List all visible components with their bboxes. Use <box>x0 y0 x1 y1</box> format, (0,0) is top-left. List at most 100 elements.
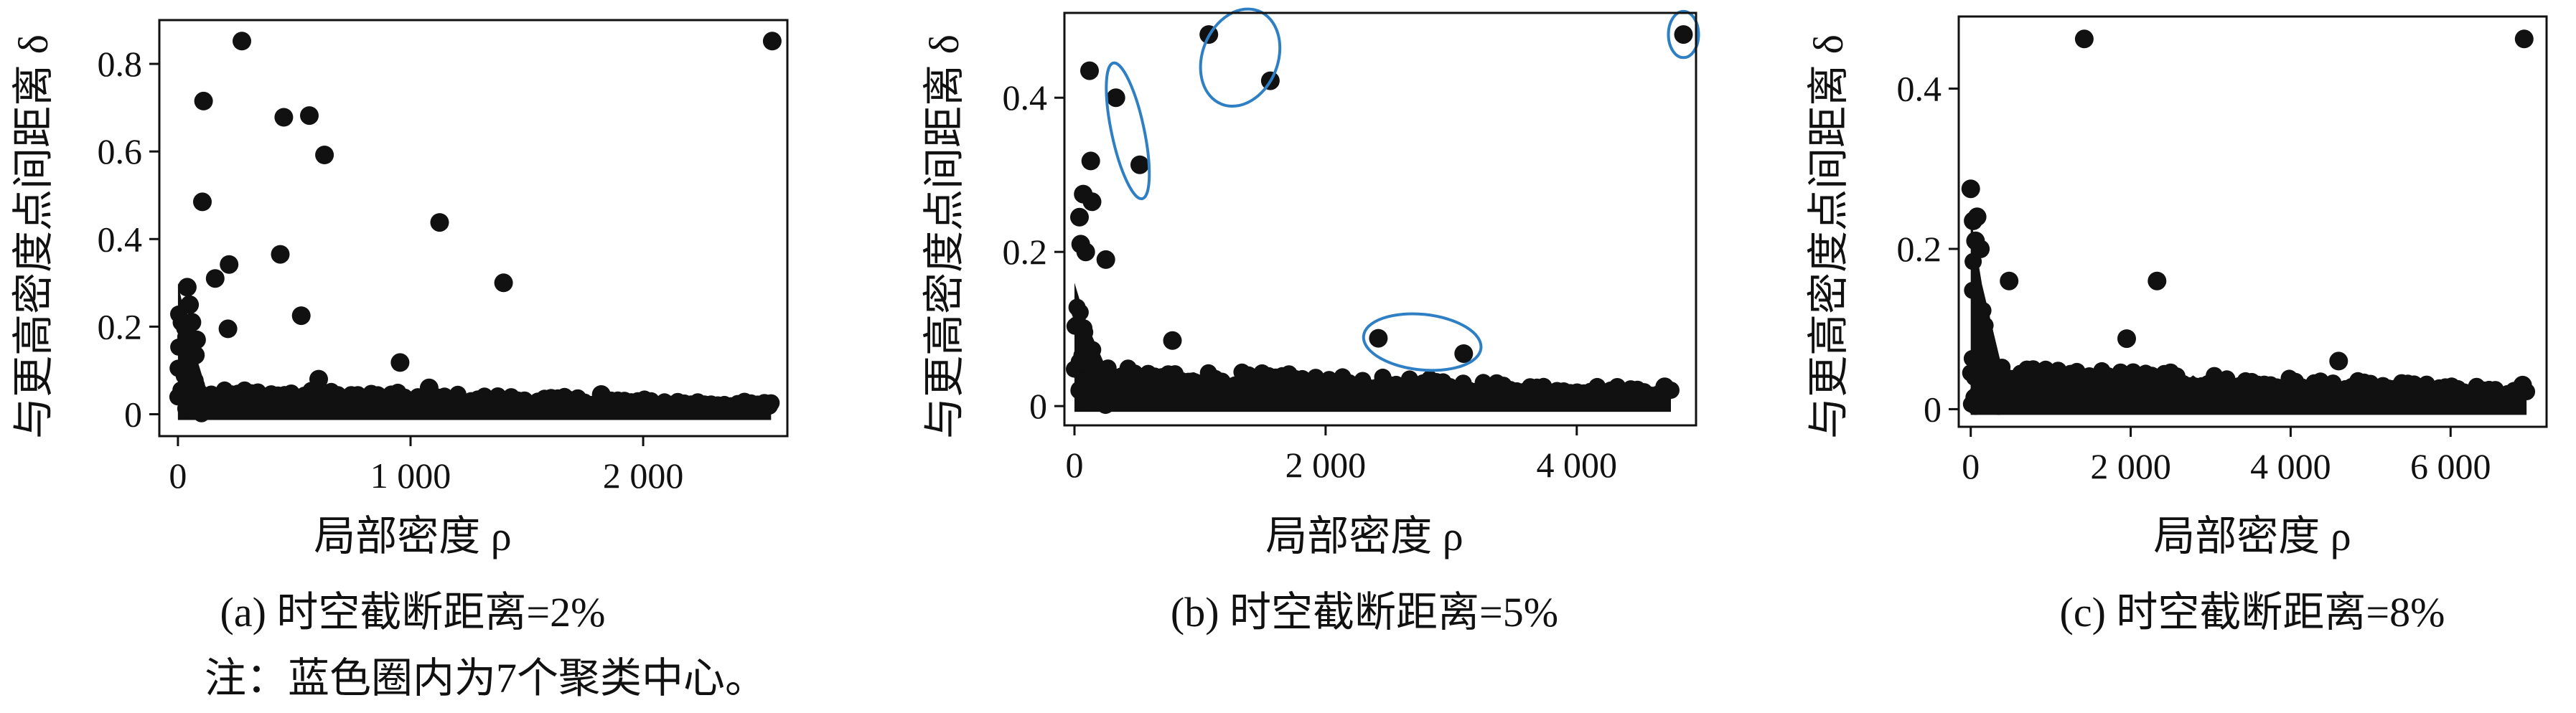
scatter-point-a <box>300 106 319 126</box>
scatter-point-c <box>2514 29 2534 49</box>
dense-cluster-a <box>169 283 780 422</box>
cluster-center-circle-b <box>1667 9 1700 60</box>
scatter-point-a <box>180 295 200 314</box>
x-axis-label-c: 局部密度 ρ <box>2153 513 2351 559</box>
scatter-point-b <box>1076 242 1095 262</box>
y-tick-label-b: 0 <box>1029 386 1047 426</box>
y-tick-label-a: 0 <box>124 394 142 434</box>
wedge-point-a <box>192 389 210 407</box>
scatter-point-a <box>762 32 782 51</box>
plot-area-b <box>1066 7 1700 415</box>
scatter-point-a <box>177 278 197 297</box>
y-tick-label-a: 0.8 <box>98 44 143 84</box>
wedge-point-a <box>179 359 197 377</box>
scatter-point-a <box>419 378 439 397</box>
band-point-c <box>2149 378 2167 396</box>
scatter-panel-a: 0 1 000 2 000 0 0.2 0.4 0.6 0.8 局部密度 ρ 与更高密度点间距… <box>10 19 789 636</box>
cluster-center-circle-b <box>1362 312 1483 372</box>
axes-a: 0 1 000 2 000 0 0.2 0.4 0.6 0.8 <box>98 19 789 496</box>
y-tick-label-a: 0.2 <box>98 306 143 346</box>
scatter-point-b <box>1070 207 1089 227</box>
y-axis-label-c: 与更高密度点间距离 δ <box>1805 34 1852 439</box>
scatter-point-c <box>2000 271 2019 291</box>
scatter-point-b <box>1369 329 1388 348</box>
wedge-point-c <box>1976 324 1993 341</box>
y-tick-label-a: 0.6 <box>98 131 143 171</box>
scatter-point-a <box>430 213 449 232</box>
x-axis-label-a: 局部密度 ρ <box>314 513 511 559</box>
scatter-point-a <box>591 385 611 404</box>
scatter-point-b <box>1082 192 1102 212</box>
y-tick-label-b: 0.2 <box>1003 232 1048 272</box>
scatter-point-a <box>205 269 225 288</box>
scatter-point-a <box>182 313 202 332</box>
y-tick-label-b: 0.4 <box>1003 77 1048 118</box>
y-axis-label-b: 与更高密度点间距离 δ <box>921 34 968 439</box>
scatter-panel-b: 0 2 000 4 000 0 0.2 0.4 局部密度 ρ 与更高密度点间距离 δ (b… <box>921 7 1700 636</box>
scatter-point-b <box>1163 331 1182 350</box>
y-tick-label-c: 0 <box>1924 389 1942 429</box>
wedge-point-a <box>194 402 212 420</box>
wedge-point-c <box>1964 281 1982 299</box>
scatter-point-c <box>2074 29 2094 49</box>
wedge-point-a <box>179 397 197 415</box>
scatter-point-a <box>390 353 410 372</box>
scatter-point-b <box>1454 344 1474 363</box>
scatter-point-b <box>1096 250 1115 269</box>
scatter-point-c <box>2329 351 2348 371</box>
scatter-point-a <box>271 245 290 264</box>
wedge-point-c <box>1970 366 1987 384</box>
caption-b: (b) 时空截断距离=5% <box>1171 589 1558 636</box>
scatter-point-c <box>2148 271 2167 291</box>
scatter-point-a <box>194 91 213 110</box>
wedge-point-c <box>1986 395 2004 412</box>
scatter-point-b <box>1106 88 1125 108</box>
x-tick-label-a: 1 000 <box>370 455 451 496</box>
x-tick-label-b: 2 000 <box>1285 445 1367 485</box>
scatter-point-c <box>1967 207 1987 227</box>
scatter-point-a <box>291 306 311 326</box>
wedge-point-b <box>1075 319 1092 337</box>
scatter-point-c <box>1971 240 1990 258</box>
y-tick-label-c: 0.4 <box>1897 69 1942 109</box>
caption-c: (c) 时空截断距离=8% <box>2060 589 2445 636</box>
figure-note: 注：蓝色圈内为7个聚类中心。 <box>205 655 767 702</box>
wedge-point-b <box>1098 387 1116 405</box>
y-axis-label-a: 与更高密度点间距离 δ <box>10 34 57 439</box>
x-axis-label-b: 局部密度 ρ <box>1265 513 1463 559</box>
band-point-b <box>1227 376 1245 394</box>
x-tick-label-c: 2 000 <box>2090 446 2171 486</box>
scatter-point-b <box>1655 377 1675 397</box>
dense-cluster-b <box>1066 283 1680 415</box>
scatter-point-a <box>759 396 779 415</box>
wedge-point-b <box>1070 381 1088 399</box>
x-tick-label-b: 0 <box>1065 445 1083 485</box>
wedge-point-b <box>1071 303 1089 321</box>
scatter-point-a <box>218 319 238 339</box>
plot-area-a <box>169 32 782 422</box>
x-tick-label-c: 6 000 <box>2410 446 2491 486</box>
scatter-point-b <box>1080 61 1099 80</box>
scatter-point-a <box>220 255 239 274</box>
scatter-point-a <box>494 273 513 293</box>
scatter-point-a <box>274 108 294 127</box>
axes-c: 0 2 000 4 000 6 000 0 0.2 0.4 <box>1897 15 2548 486</box>
scatter-point-a <box>187 330 206 349</box>
scatter-point-a <box>233 32 251 51</box>
axes-frame-a <box>158 19 789 438</box>
cluster-center-circle-b <box>1105 61 1151 201</box>
axes-frame-c <box>1957 15 2548 428</box>
scatter-point-c <box>2117 329 2136 349</box>
scatter-point-c <box>1961 179 1980 199</box>
plot-area-c <box>1961 29 2536 415</box>
x-tick-label-c: 4 000 <box>2250 446 2331 486</box>
x-tick-label-b: 4 000 <box>1537 445 1618 485</box>
wedge-point-c <box>1968 349 1986 367</box>
scatter-point-a <box>315 146 334 164</box>
caption-a: (a) 时空截断距离=2% <box>220 589 606 636</box>
scatter-point-a <box>309 369 328 389</box>
scatter-point-a <box>193 192 212 212</box>
x-tick-label-a: 2 000 <box>603 455 684 496</box>
y-tick-label-c: 0.2 <box>1897 229 1942 269</box>
scatter-panel-c: 0 2 000 4 000 6 000 0 0.2 0.4 局部密度 ρ 与更高密度点间距离… <box>1805 15 2548 636</box>
